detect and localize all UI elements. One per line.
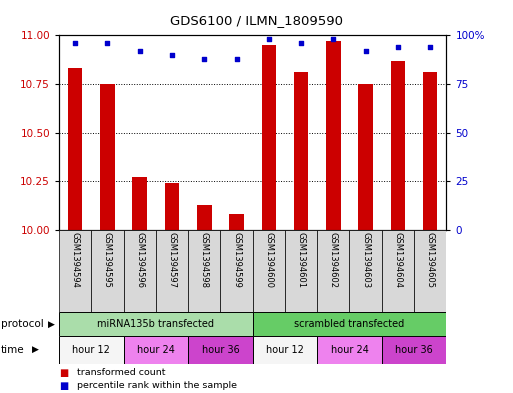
Point (168, 51, 176, 58)
Text: GSM1394597: GSM1394597 (167, 232, 176, 288)
Text: ■: ■ (59, 367, 68, 378)
Bar (59, 312, 252, 336)
Bar (124, 230, 156, 312)
Bar (326, 41, 341, 230)
Text: hour 12: hour 12 (266, 345, 304, 355)
Point (297, 40, 305, 46)
Bar (165, 183, 179, 230)
Bar (59, 336, 124, 364)
Text: GSM1394600: GSM1394600 (264, 232, 273, 288)
Text: ▶: ▶ (32, 345, 39, 354)
Text: GSM1394599: GSM1394599 (232, 232, 241, 288)
Text: ▶: ▶ (48, 320, 54, 329)
Bar (197, 205, 211, 230)
Bar (252, 336, 317, 364)
Bar (252, 230, 285, 312)
Bar (229, 214, 244, 230)
Bar (100, 84, 115, 230)
Text: GSM1394598: GSM1394598 (200, 232, 209, 288)
Bar (423, 72, 438, 230)
Bar (252, 312, 446, 336)
Point (265, 36, 273, 42)
Text: hour 24: hour 24 (330, 345, 368, 355)
Bar (382, 230, 414, 312)
Text: protocol: protocol (1, 319, 43, 329)
Text: GSM1394603: GSM1394603 (361, 232, 370, 288)
Bar (262, 45, 276, 230)
Bar (414, 230, 446, 312)
Bar (91, 230, 124, 312)
Point (394, 44, 402, 50)
Bar (390, 61, 405, 230)
Text: hour 36: hour 36 (395, 345, 433, 355)
Point (135, 48, 144, 54)
Text: GDS6100 / ILMN_1809590: GDS6100 / ILMN_1809590 (170, 14, 343, 27)
Bar (317, 230, 349, 312)
Bar (294, 72, 308, 230)
Bar (68, 68, 83, 230)
Point (362, 48, 370, 54)
Point (329, 36, 338, 42)
Bar (188, 230, 221, 312)
Bar (156, 230, 188, 312)
Text: hour 24: hour 24 (137, 345, 175, 355)
Text: GSM1394595: GSM1394595 (103, 232, 112, 288)
Text: scrambled transfected: scrambled transfected (294, 319, 405, 329)
Point (71, 40, 79, 46)
Bar (285, 230, 317, 312)
Bar (382, 336, 446, 364)
Bar (124, 336, 188, 364)
Text: GSM1394605: GSM1394605 (426, 232, 435, 288)
Text: transformed count: transformed count (77, 368, 166, 377)
Text: hour 12: hour 12 (72, 345, 110, 355)
Text: time: time (1, 345, 24, 355)
Text: hour 36: hour 36 (202, 345, 239, 355)
Point (200, 55, 208, 62)
Bar (59, 230, 91, 312)
Text: GSM1394594: GSM1394594 (71, 232, 80, 288)
Text: miRNA135b transfected: miRNA135b transfected (97, 319, 214, 329)
Text: ■: ■ (59, 381, 68, 391)
Bar (188, 336, 252, 364)
Point (232, 55, 241, 62)
Point (426, 44, 435, 50)
Bar (349, 230, 382, 312)
Text: GSM1394604: GSM1394604 (393, 232, 402, 288)
Bar (221, 230, 252, 312)
Bar (359, 84, 373, 230)
Text: GSM1394602: GSM1394602 (329, 232, 338, 288)
Text: GSM1394596: GSM1394596 (135, 232, 144, 288)
Bar (317, 336, 382, 364)
Point (103, 40, 111, 46)
Bar (132, 177, 147, 230)
Text: percentile rank within the sample: percentile rank within the sample (77, 382, 237, 390)
Text: GSM1394601: GSM1394601 (297, 232, 306, 288)
